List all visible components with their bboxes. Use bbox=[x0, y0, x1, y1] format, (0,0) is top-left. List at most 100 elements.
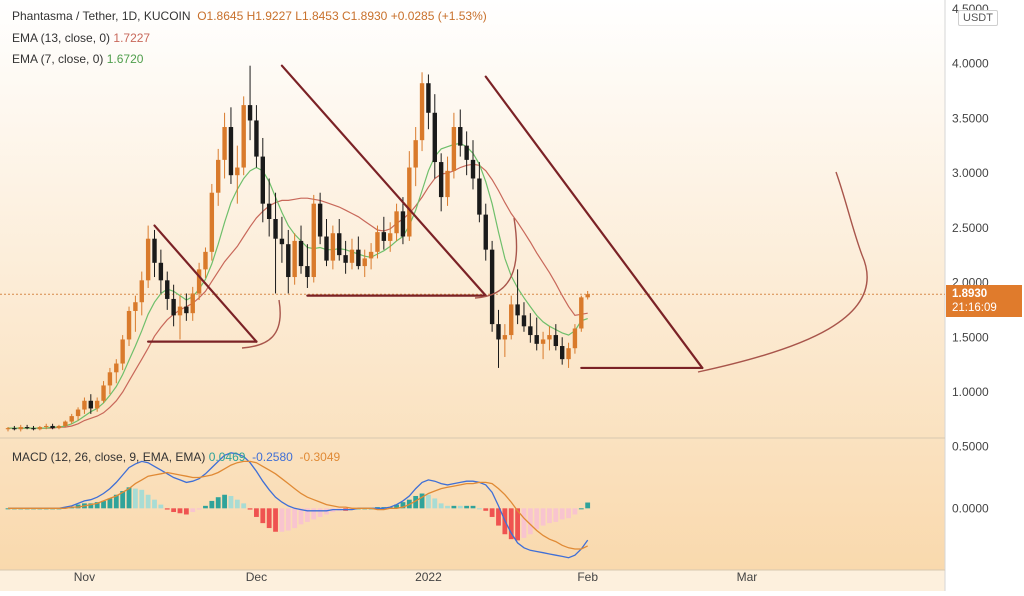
candle bbox=[438, 153, 444, 212]
candle bbox=[572, 324, 578, 354]
histogram-bar bbox=[317, 508, 323, 517]
histogram-bar bbox=[158, 504, 164, 509]
candle bbox=[209, 183, 215, 261]
candle-body bbox=[509, 304, 514, 336]
candle bbox=[107, 367, 113, 395]
histogram-bar bbox=[464, 505, 470, 509]
candle bbox=[216, 148, 221, 206]
candle-body bbox=[31, 428, 36, 430]
candle bbox=[451, 112, 457, 179]
candle-body bbox=[5, 428, 11, 430]
candle bbox=[56, 424, 62, 430]
histogram-bar bbox=[209, 500, 215, 509]
candle bbox=[509, 295, 514, 340]
candle-body bbox=[464, 145, 469, 160]
ohlc-values: O1.8645 H1.9227 L1.8453 C1.8930 +0.0285 … bbox=[197, 9, 487, 23]
trendline bbox=[280, 64, 487, 297]
candle-body bbox=[572, 328, 578, 349]
candle-body bbox=[432, 112, 437, 163]
candle-body bbox=[438, 162, 444, 198]
candle-body bbox=[388, 233, 393, 241]
candle bbox=[496, 309, 501, 368]
histogram-bar bbox=[94, 502, 100, 509]
legend-symbol: Phantasma / Tether, 1D, KUCOIN O1.8645 H… bbox=[12, 9, 487, 23]
histogram-bar bbox=[400, 502, 406, 509]
histogram-bar bbox=[241, 503, 247, 509]
candle-body bbox=[521, 315, 527, 327]
histogram-bar bbox=[113, 494, 119, 509]
ema7-value: 1.6720 bbox=[106, 52, 144, 66]
candle-body bbox=[114, 363, 119, 373]
candle-body bbox=[24, 427, 30, 429]
candle bbox=[343, 240, 348, 274]
candle bbox=[158, 249, 164, 294]
candle-body bbox=[216, 159, 221, 193]
histogram-bar bbox=[279, 508, 285, 532]
histogram-bar bbox=[164, 508, 170, 510]
currency-badge[interactable]: USDT bbox=[958, 10, 998, 26]
legend-macd[interactable]: MACD (12, 26, close, 9, EMA, EMA) 0.0469… bbox=[12, 450, 340, 464]
candle-body bbox=[451, 127, 457, 171]
macd-tick-label: 0.5000 bbox=[952, 440, 989, 454]
candle bbox=[69, 413, 74, 424]
histogram-bar bbox=[451, 505, 457, 509]
price-tick-label: 1.0000 bbox=[952, 385, 989, 399]
legend-ema7[interactable]: EMA (7, close, 0) 1.6720 bbox=[12, 52, 143, 66]
histogram-bar bbox=[152, 499, 157, 509]
candle-body bbox=[184, 306, 189, 314]
histogram-bar bbox=[247, 508, 253, 510]
candle bbox=[82, 397, 87, 414]
candle bbox=[419, 72, 425, 152]
histogram-bar bbox=[177, 508, 183, 514]
candle-body bbox=[254, 120, 259, 157]
macd-line-value: -0.2580 bbox=[252, 450, 293, 464]
candle-body bbox=[18, 427, 23, 430]
histogram-bar bbox=[559, 508, 565, 520]
candle bbox=[566, 342, 571, 368]
curve-1 bbox=[241, 299, 281, 349]
legend-ema13[interactable]: EMA (13, close, 0) 1.7227 bbox=[12, 31, 150, 45]
macd-label: MACD (12, 26, close, 9, EMA, EMA) bbox=[12, 450, 206, 464]
candle bbox=[152, 229, 157, 278]
price-tick-label: 1.5000 bbox=[952, 330, 989, 344]
candle bbox=[407, 151, 412, 241]
time-label: Nov bbox=[74, 570, 95, 584]
histogram-bar bbox=[496, 508, 501, 526]
trendline bbox=[153, 224, 258, 343]
candle bbox=[24, 424, 30, 430]
histogram-bar bbox=[572, 508, 578, 515]
candle-body bbox=[362, 258, 367, 267]
candle bbox=[534, 317, 539, 351]
histogram-bar bbox=[120, 491, 126, 509]
candle bbox=[483, 203, 488, 261]
candle-body bbox=[56, 425, 62, 429]
histogram-bar bbox=[266, 508, 272, 529]
candle-body bbox=[477, 178, 482, 215]
histogram-bar bbox=[171, 508, 177, 513]
histogram-bar bbox=[566, 508, 571, 519]
candle-body bbox=[12, 428, 17, 430]
price-badge: 1.8930 21:16:09 bbox=[946, 285, 1022, 318]
candle bbox=[266, 178, 272, 237]
time-label: Mar bbox=[737, 570, 758, 584]
candle bbox=[553, 324, 559, 351]
candle bbox=[241, 96, 246, 176]
candle-body bbox=[394, 211, 399, 234]
histogram-bar bbox=[438, 503, 444, 509]
price-badge-countdown: 21:16:09 bbox=[952, 302, 997, 315]
candle bbox=[515, 269, 520, 325]
histogram-bar bbox=[107, 498, 113, 509]
candle bbox=[63, 420, 68, 428]
curve-2 bbox=[474, 217, 518, 299]
price-badge-value: 1.8930 bbox=[952, 288, 988, 301]
candle bbox=[18, 424, 23, 432]
candle-body bbox=[44, 425, 49, 428]
candle bbox=[356, 236, 361, 270]
candle-body bbox=[540, 339, 546, 344]
candle bbox=[477, 162, 482, 223]
candle bbox=[273, 192, 278, 294]
candle bbox=[133, 295, 138, 332]
candle-body bbox=[145, 238, 151, 281]
